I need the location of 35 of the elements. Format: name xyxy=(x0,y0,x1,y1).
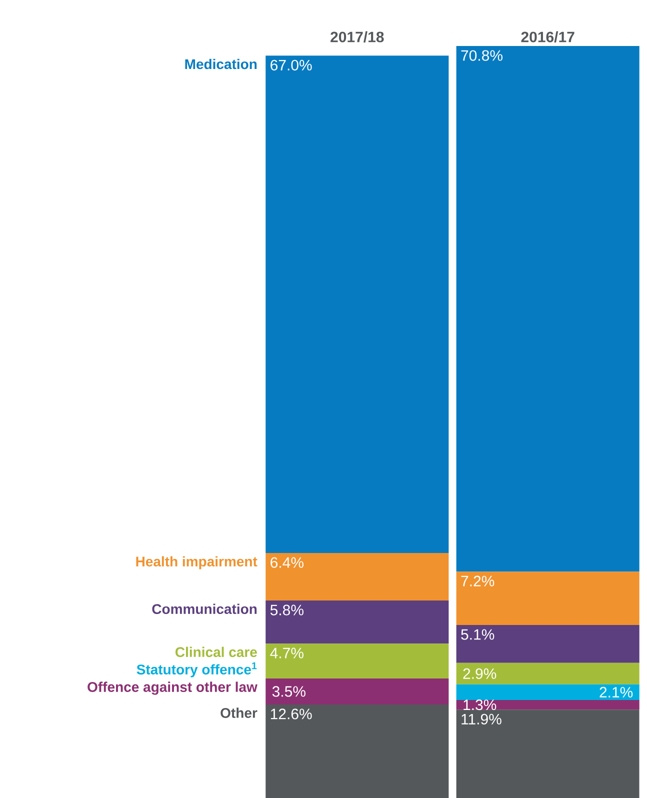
data-label: 5.8% xyxy=(270,604,304,616)
data-label: 5.1% xyxy=(461,629,494,640)
data-label: 11.9% xyxy=(462,714,502,724)
bar xyxy=(456,684,640,700)
series-label: Other xyxy=(220,708,258,718)
x-tick-label: 2016/17 xyxy=(521,31,574,42)
bar xyxy=(266,704,449,798)
data-label: 4.7% xyxy=(270,648,304,658)
text: Statutory offence$^{1}$ xyxy=(136,662,257,678)
data-label: 70.8% xyxy=(461,50,502,61)
bar xyxy=(266,678,449,704)
series-label: Health impairment xyxy=(136,556,258,570)
data-label: 2.1% xyxy=(600,686,633,698)
x-tick-label: 2017/18 xyxy=(330,31,384,42)
bar xyxy=(266,553,449,601)
bar xyxy=(266,644,449,678)
data-label: 1.3% xyxy=(464,700,496,710)
data-label: 6.4% xyxy=(270,557,304,568)
bar xyxy=(456,572,640,626)
bar xyxy=(456,625,640,663)
bar xyxy=(266,56,449,554)
bar xyxy=(456,710,640,798)
series-label: Clinical care xyxy=(176,646,257,658)
data-label: 7.2% xyxy=(461,576,494,586)
data-label: 67.0% xyxy=(270,60,312,70)
series-label: Medication xyxy=(185,58,257,70)
series-label: Offence against other law xyxy=(88,682,258,695)
data-label: 12.6% xyxy=(270,708,312,720)
data-label: 3.5% xyxy=(272,686,306,697)
series-label: Communication xyxy=(152,604,257,614)
data-label: 2.9% xyxy=(463,668,496,679)
bar xyxy=(266,600,449,644)
bar xyxy=(456,662,640,684)
bar xyxy=(456,700,640,710)
bar xyxy=(456,46,640,572)
